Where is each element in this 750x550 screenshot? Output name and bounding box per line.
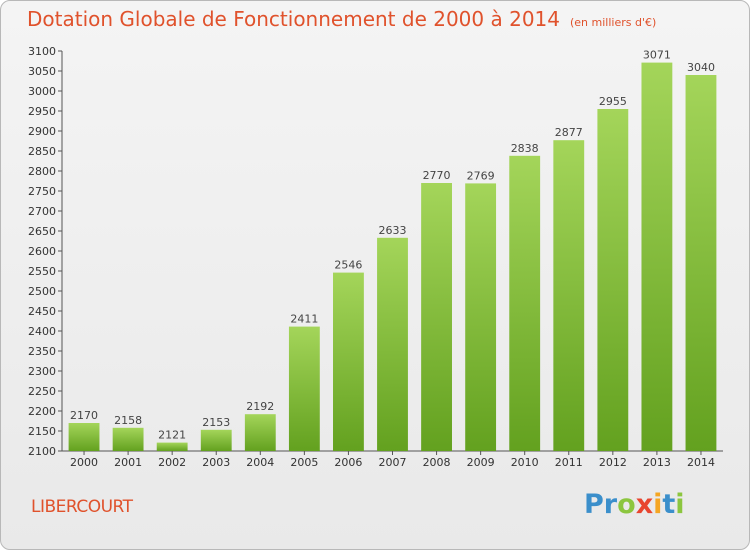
bar-value-label: 2170 xyxy=(70,409,98,422)
x-tick-label: 2009 xyxy=(467,456,495,469)
y-tick-label: 2200 xyxy=(28,405,56,418)
city-name: LIBERCOURT xyxy=(31,497,133,517)
y-tick-label: 2450 xyxy=(28,305,56,318)
logo-letter-4: i xyxy=(653,489,663,520)
bar xyxy=(156,442,188,451)
y-tick-label: 2900 xyxy=(28,125,56,138)
y-tick-label: 2950 xyxy=(28,105,56,118)
y-tick-label: 2400 xyxy=(28,325,56,338)
bar xyxy=(288,326,320,451)
y-tick-label: 2250 xyxy=(28,385,56,398)
bar-value-label: 2877 xyxy=(555,126,583,139)
bar-value-label: 2633 xyxy=(379,224,407,237)
logo-letter-6: i xyxy=(675,489,685,520)
x-tick-label: 2006 xyxy=(334,456,362,469)
logo-letter-1: r xyxy=(603,489,618,520)
y-tick-label: 3000 xyxy=(28,85,56,98)
bar xyxy=(597,109,629,451)
y-tick-label: 2600 xyxy=(28,245,56,258)
x-tick-label: 2000 xyxy=(70,456,98,469)
bar xyxy=(200,429,232,451)
bar-value-label: 2121 xyxy=(158,429,186,442)
x-tick-label: 2005 xyxy=(290,456,318,469)
x-tick-label: 2002 xyxy=(158,456,186,469)
chart-title-text: Dotation Globale de Fonctionnement de 20… xyxy=(27,7,560,31)
x-tick-label: 2012 xyxy=(599,456,627,469)
y-tick-label: 2300 xyxy=(28,365,56,378)
x-tick-label: 2010 xyxy=(511,456,539,469)
y-tick-label: 2100 xyxy=(28,445,56,458)
logo-letter-3: x xyxy=(635,489,654,520)
bar-value-label: 2546 xyxy=(334,259,362,272)
bar-value-label: 2769 xyxy=(467,169,495,182)
logo-letter-5: t xyxy=(662,489,676,520)
bar xyxy=(641,62,673,451)
y-tick-label: 2550 xyxy=(28,265,56,278)
y-tick-label: 2800 xyxy=(28,165,56,178)
bar-value-label: 2955 xyxy=(599,95,627,108)
x-tick-label: 2007 xyxy=(379,456,407,469)
x-tick-label: 2004 xyxy=(246,456,274,469)
y-tick-label: 2700 xyxy=(28,205,56,218)
y-tick-label: 2650 xyxy=(28,225,56,238)
bar-value-label: 2770 xyxy=(423,169,451,182)
x-tick-label: 2001 xyxy=(114,456,142,469)
proxiti-logo: Proxiti xyxy=(584,489,685,520)
x-tick-label: 2013 xyxy=(643,456,671,469)
bar xyxy=(465,183,497,451)
y-tick-label: 3050 xyxy=(28,65,56,78)
chart-unit-label: (en milliers d'€) xyxy=(570,16,657,29)
bar-value-label: 2192 xyxy=(246,400,274,413)
bar xyxy=(685,75,717,451)
logo-letter-2: o xyxy=(617,489,636,520)
bar-value-label: 2153 xyxy=(202,416,230,429)
bar-value-label: 2411 xyxy=(290,313,318,326)
y-tick-label: 2500 xyxy=(28,285,56,298)
x-tick-label: 2011 xyxy=(555,456,583,469)
y-tick-label: 2150 xyxy=(28,425,56,438)
bar xyxy=(333,272,364,451)
bar xyxy=(112,427,144,451)
bar xyxy=(68,423,100,451)
x-tick-label: 2008 xyxy=(423,456,451,469)
chart-title: Dotation Globale de Fonctionnement de 20… xyxy=(27,7,656,31)
bar-value-label: 2838 xyxy=(511,142,539,155)
bar-value-label: 3071 xyxy=(643,49,671,62)
y-tick-label: 3100 xyxy=(28,45,56,58)
bar xyxy=(509,155,541,452)
bar xyxy=(377,237,408,451)
bar-value-label: 3040 xyxy=(687,61,715,74)
x-tick-label: 2003 xyxy=(202,456,230,469)
x-tick-label: 2014 xyxy=(687,456,715,469)
y-tick-label: 2850 xyxy=(28,145,56,158)
bar xyxy=(244,414,276,451)
logo-letter-0: P xyxy=(584,489,604,520)
bar xyxy=(421,183,452,451)
bar xyxy=(553,140,585,451)
y-tick-label: 2350 xyxy=(28,345,56,358)
y-tick-label: 2750 xyxy=(28,185,56,198)
bar-value-label: 2158 xyxy=(114,414,142,427)
